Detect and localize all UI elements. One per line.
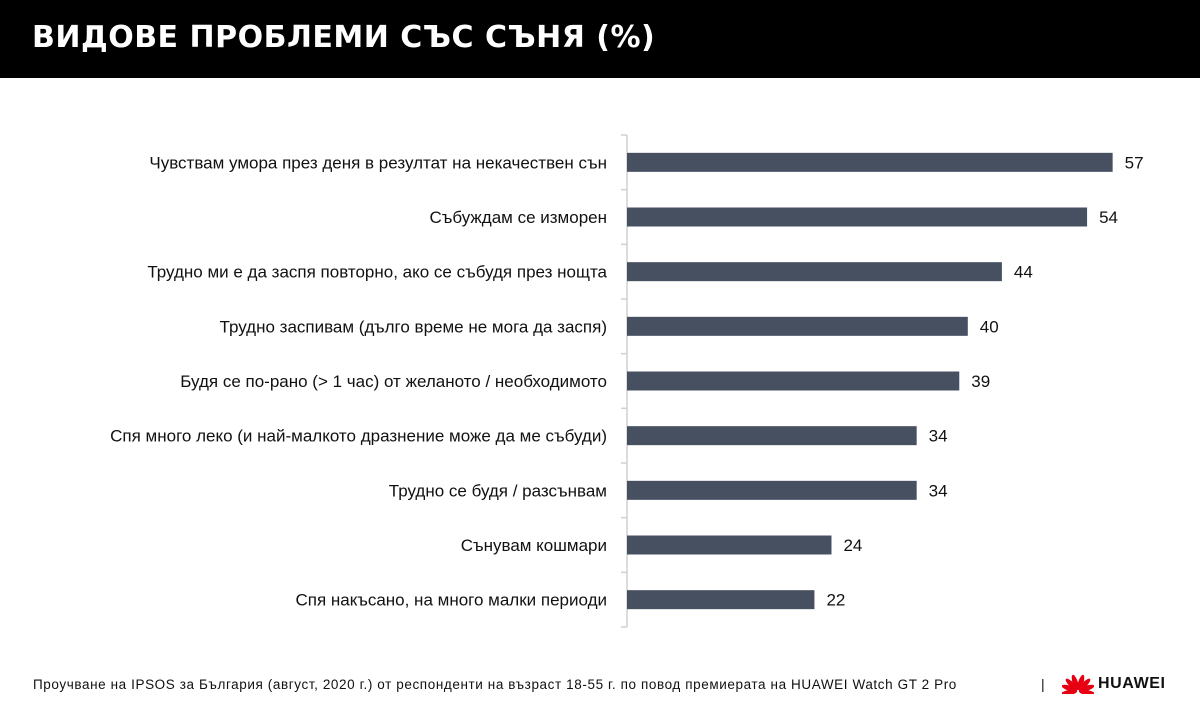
category-label: Трудно се будя / разсънвам [389, 481, 607, 500]
bar [627, 535, 832, 555]
footer-separator: | [1041, 676, 1045, 692]
data-label: 34 [929, 481, 948, 500]
huawei-logo-icon [1062, 674, 1094, 694]
logo-petal [1062, 689, 1078, 694]
bar [627, 262, 1002, 282]
bar [627, 316, 968, 336]
brand-name: HUAWEI [1098, 675, 1166, 692]
bar [627, 426, 917, 446]
data-label: 24 [843, 536, 862, 555]
data-label: 39 [971, 372, 990, 391]
category-label: Спя накъсано, на много малки периоди [296, 591, 608, 610]
category-label: Чувствам умора през деня в резултат на н… [149, 153, 607, 172]
bar [627, 371, 960, 391]
bar [627, 590, 815, 610]
category-label: Събуждам се изморен [429, 208, 607, 227]
header-bar: ВИДОВЕ ПРОБЛЕМИ СЪС СЪНЯ (%) [0, 0, 1200, 78]
source-note: Проучване на IPSOS за България (август, … [33, 677, 957, 692]
category-label: Трудно заспивам (дълго време не мога да … [220, 317, 607, 336]
bar [627, 207, 1088, 227]
category-label: Трудно ми е да заспя повторно, ако се съ… [147, 263, 607, 282]
logo-petal [1078, 689, 1094, 694]
data-label: 22 [826, 591, 845, 610]
logo-petal [1065, 678, 1078, 691]
data-label: 34 [929, 427, 948, 446]
bar [627, 152, 1113, 172]
data-label: 54 [1099, 208, 1118, 227]
bar [627, 480, 917, 500]
page-title: ВИДОВЕ ПРОБЛЕМИ СЪС СЪНЯ (%) [32, 20, 656, 55]
category-label: Спя много леко (и най-малкото дразнение … [110, 427, 607, 446]
data-label: 57 [1125, 153, 1144, 172]
category-label: Будя се по-рано (> 1 час) от желаното / … [180, 372, 607, 391]
logo-petal [1071, 674, 1079, 691]
logo-petal [1078, 678, 1091, 691]
logo-petal [1077, 674, 1085, 691]
data-label: 44 [1014, 263, 1033, 282]
category-label: Сънувам кошмари [461, 536, 607, 555]
data-label: 40 [980, 317, 999, 336]
